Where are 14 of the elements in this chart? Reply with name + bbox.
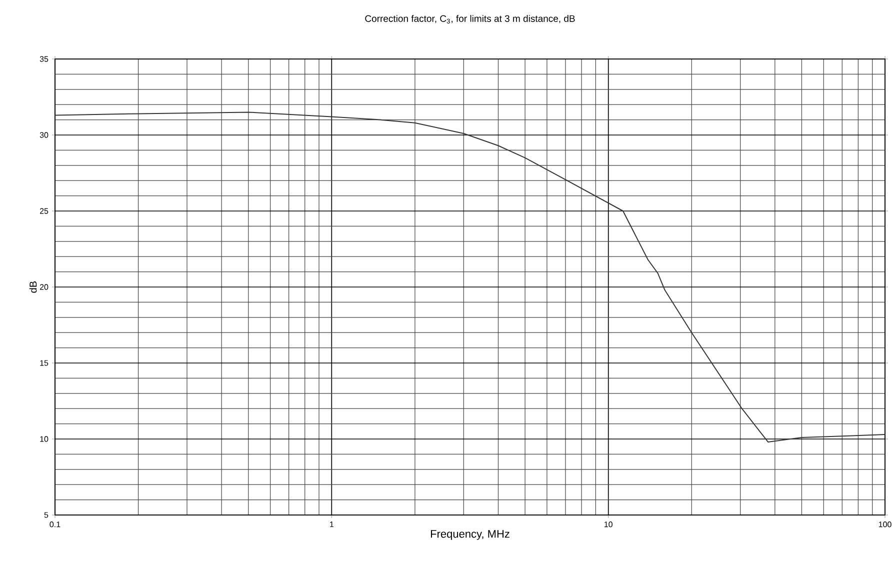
x-tick-label: 0.1 (50, 522, 60, 528)
x-tick-label: 10 (604, 522, 612, 528)
y-tick-label: 35 (40, 56, 48, 62)
y-tick-label: 10 (40, 436, 48, 442)
y-axis-title: dB (29, 281, 37, 293)
x-tick-label: 1 (330, 522, 334, 528)
y-tick-label: 15 (40, 360, 48, 366)
y-tick-label: 25 (40, 208, 48, 214)
y-tick-label: 20 (40, 284, 48, 290)
chart-title: Correction factor, C$_{3}$, for limits at 3 m distance, dB (365, 14, 575, 24)
y-tick-label: 5 (44, 512, 48, 518)
x-tick-label: 100 (878, 522, 892, 528)
y-tick-label: 30 (40, 132, 48, 138)
x-axis-title: Frequency, MHz (430, 530, 510, 540)
